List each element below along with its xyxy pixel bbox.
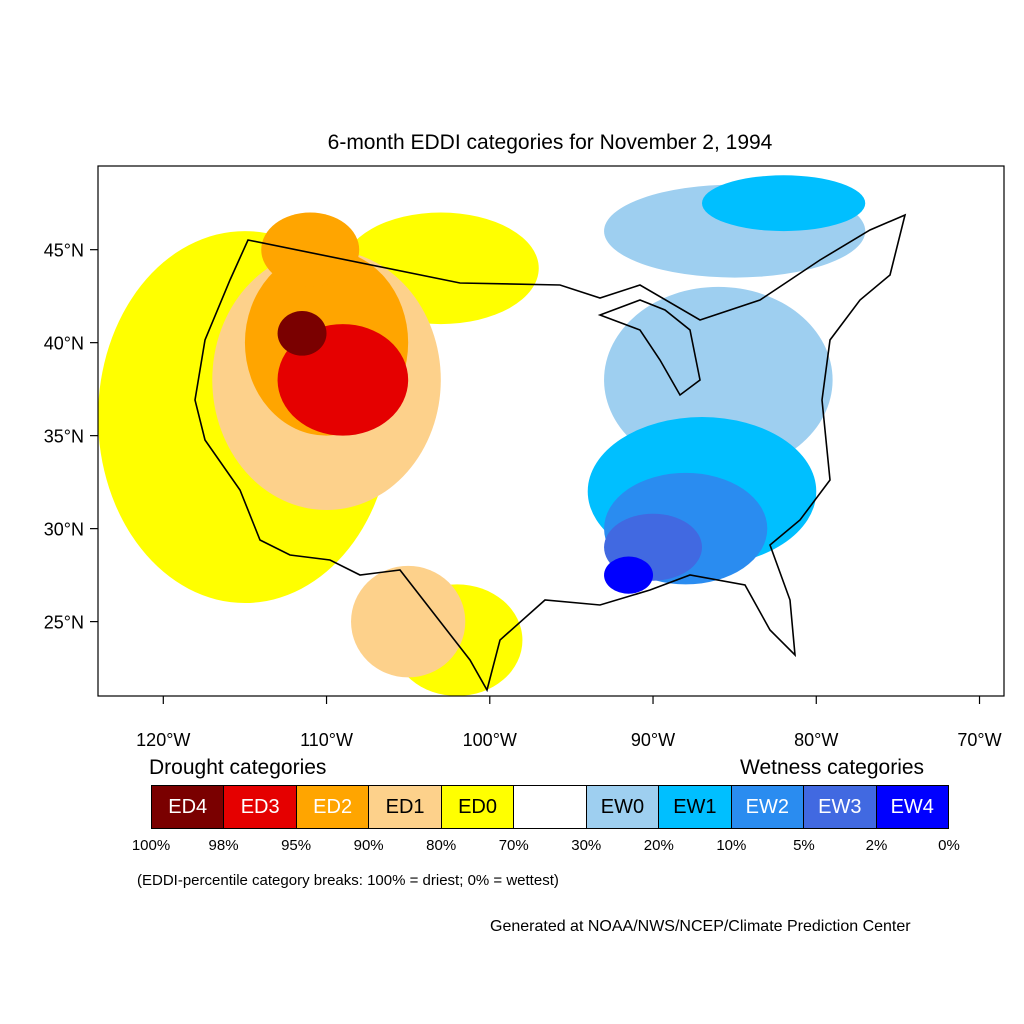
lon-tick-label: 80°W: [794, 730, 838, 750]
lat-tick-label: 45°N: [44, 241, 84, 261]
percentile-tick: 90%: [353, 837, 384, 854]
region-ew1-12: [702, 175, 866, 232]
lon-tick-label: 70°W: [957, 730, 1001, 750]
lat-tick-label: 35°N: [44, 427, 84, 447]
lat-tick-label: 30°N: [44, 520, 84, 540]
lon-tick-label: 100°W: [463, 730, 517, 750]
legend-swatch-ew3: EW3: [804, 786, 877, 828]
lon-tick-label: 110°W: [300, 730, 353, 750]
lon-tick-label: 90°W: [631, 730, 675, 750]
percentile-tick: 5%: [793, 837, 815, 854]
wetness-categories-label: Wetness categories: [740, 756, 925, 779]
region-ed2-6: [261, 212, 360, 287]
legend-swatch-ew1: EW1: [659, 786, 732, 828]
percentile-tick: 98%: [208, 837, 239, 854]
region-ed1-4: [351, 565, 466, 678]
percentile-tick: 20%: [643, 837, 674, 854]
legend-swatch-normal: [514, 786, 587, 828]
map-title: 6-month EDDI categories for November 2, …: [327, 131, 773, 154]
legend-swatch-ed0: ED0: [441, 786, 515, 828]
percentile-tick: 30%: [571, 837, 602, 854]
percentile-tick: 80%: [426, 837, 457, 854]
region-ew4-15: [604, 556, 654, 594]
category-legend: ED4 ED3 ED2 ED1 ED0 EW0 EW1 EW2 EW3 EW4: [151, 785, 949, 829]
coastline-outline: [194, 213, 907, 693]
lon-tick-label: 120°W: [136, 730, 190, 750]
lat-tick-label: 40°N: [44, 334, 84, 354]
legend-note: (EDDI-percentile category breaks: 100% =…: [137, 872, 559, 889]
us-outline: [194, 213, 907, 693]
percentile-tick: 95%: [281, 837, 312, 854]
lat-tick-label: 25°N: [44, 613, 84, 633]
category-regions: [98, 175, 866, 696]
percentile-tick: 100%: [131, 837, 171, 854]
credit-line: Generated at NOAA/NWS/NCEP/Climate Predi…: [490, 918, 911, 935]
percentile-tick: 10%: [716, 837, 747, 854]
legend-swatch-ew0: EW0: [586, 786, 660, 828]
percentile-tick: 2%: [865, 837, 888, 854]
longitude-ticks: 120°W 110°W 100°W 90°W 80°W 70°W: [136, 696, 1002, 750]
percentile-tick: 0%: [938, 837, 960, 854]
percentile-tick: 70%: [498, 837, 529, 854]
percentile-ticks: 100% 98% 95% 90% 80% 70% 30% 20% 10% 5% 2% 0%: [132, 837, 960, 857]
great-lakes-outline: [597, 299, 701, 397]
legend-swatch-ed3: ED3: [224, 786, 297, 828]
legend-swatch-ew2: EW2: [731, 786, 805, 828]
legend-swatch-ew4: EW4: [876, 786, 948, 828]
drought-categories-label: Drought categories: [149, 756, 327, 779]
map-frame: [97, 165, 1005, 697]
eddi-map: 45°N 40°N 35°N 30°N 25°N 120°W 110°W 100°W 90°W…: [44, 165, 1005, 750]
legend-swatch-ed1: ED1: [369, 786, 442, 828]
latitude-ticks: 45°N 40°N 35°N 30°N 25°N: [44, 241, 98, 633]
region-ed4-8: [277, 311, 327, 356]
legend-swatch-ed4: ED4: [152, 786, 225, 828]
legend-swatch-ed2: ED2: [296, 786, 370, 828]
